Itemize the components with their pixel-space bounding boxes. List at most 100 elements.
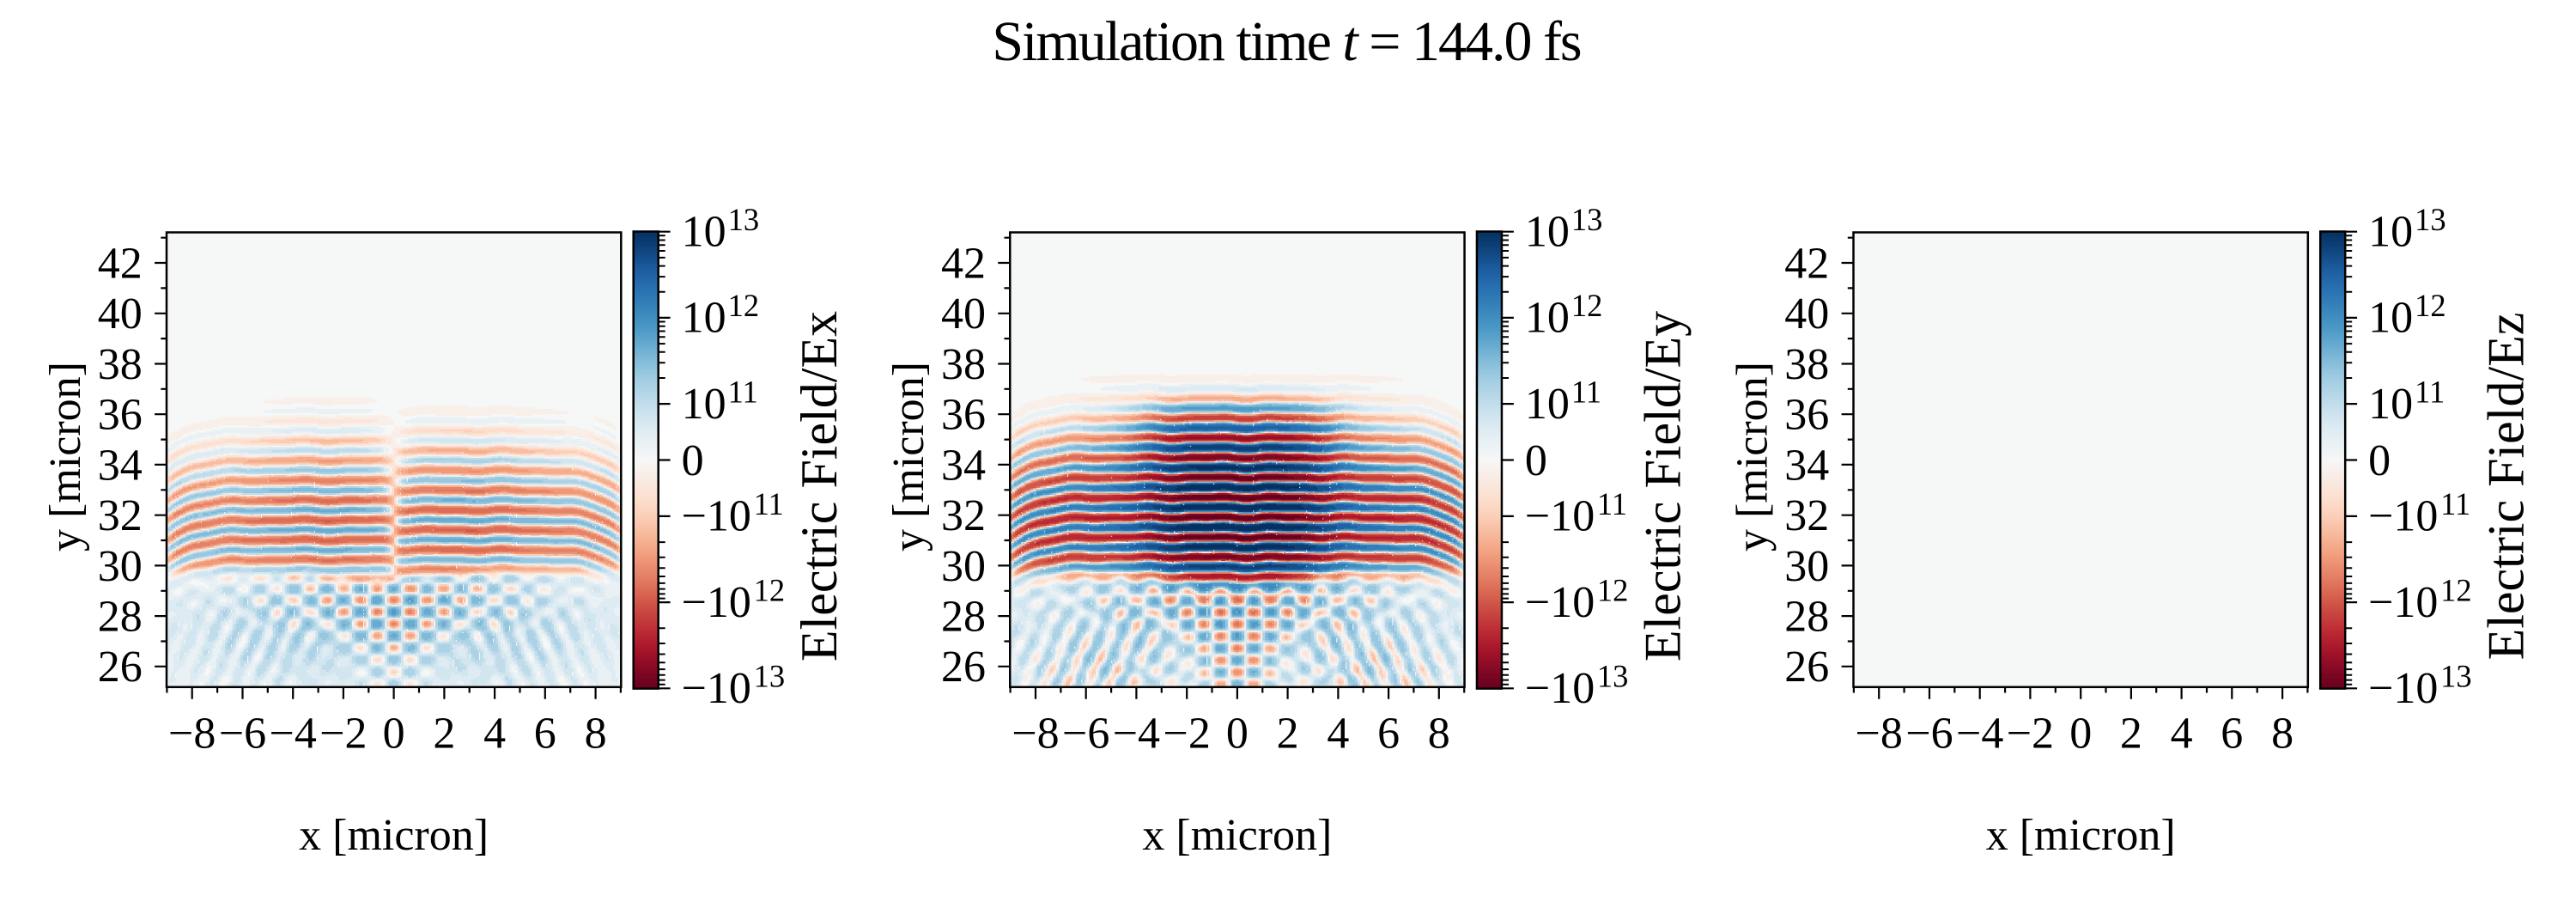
svg-text:36: 36: [941, 391, 986, 440]
svg-text:30: 30: [941, 542, 986, 591]
svg-text:x [micron]: x [micron]: [1986, 811, 2176, 860]
svg-text:34: 34: [941, 441, 986, 490]
svg-text:10: 10: [1525, 294, 1570, 343]
svg-text:10: 10: [682, 294, 726, 343]
svg-text:12: 12: [728, 288, 760, 323]
svg-text:0: 0: [1226, 710, 1249, 759]
svg-text:11: 11: [754, 486, 784, 521]
svg-text:−10: −10: [2368, 664, 2438, 713]
svg-text:Simulation time t = 144.0 fs: Simulation time t = 144.0 fs: [992, 10, 1581, 73]
svg-text:26: 26: [941, 643, 986, 692]
svg-text:30: 30: [1784, 542, 1829, 591]
svg-text:2: 2: [433, 710, 455, 759]
svg-text:13: 13: [728, 202, 760, 237]
svg-text:12: 12: [1597, 572, 1629, 607]
svg-text:−6: −6: [1905, 710, 1953, 759]
svg-text:0: 0: [383, 710, 405, 759]
svg-text:13: 13: [2415, 202, 2446, 237]
svg-text:13: 13: [1597, 659, 1629, 694]
svg-text:28: 28: [1784, 593, 1829, 642]
svg-text:32: 32: [941, 491, 986, 540]
svg-text:−10: −10: [682, 664, 751, 713]
svg-text:6: 6: [534, 710, 556, 759]
svg-text:−2: −2: [1163, 710, 1211, 759]
svg-text:Electric Field/Ex: Electric Field/Ex: [791, 311, 848, 661]
svg-text:11: 11: [728, 374, 758, 409]
svg-text:−4: −4: [1113, 710, 1160, 759]
svg-text:−10: −10: [1525, 578, 1595, 627]
svg-text:−10: −10: [682, 492, 751, 541]
svg-text:−10: −10: [2368, 492, 2438, 541]
svg-text:38: 38: [98, 340, 143, 389]
svg-text:−6: −6: [219, 710, 266, 759]
svg-text:Electric Field/Ey: Electric Field/Ey: [1635, 311, 1692, 661]
svg-text:−6: −6: [1062, 710, 1109, 759]
svg-text:10: 10: [1525, 380, 1570, 429]
svg-text:28: 28: [941, 593, 986, 642]
svg-text:26: 26: [98, 643, 143, 692]
svg-text:8: 8: [585, 710, 607, 759]
svg-text:12: 12: [1571, 288, 1603, 323]
svg-text:12: 12: [754, 572, 786, 607]
svg-text:0: 0: [2069, 710, 2092, 759]
svg-text:6: 6: [2221, 710, 2243, 759]
svg-text:2: 2: [1277, 710, 1299, 759]
svg-text:26: 26: [1784, 643, 1829, 692]
svg-text:13: 13: [1571, 202, 1603, 237]
svg-text:−2: −2: [2007, 710, 2054, 759]
svg-text:10: 10: [682, 380, 726, 429]
svg-text:34: 34: [1784, 441, 1829, 490]
svg-text:−10: −10: [1525, 492, 1595, 541]
svg-text:32: 32: [1784, 491, 1829, 540]
svg-text:40: 40: [98, 289, 143, 338]
svg-text:−8: −8: [168, 710, 216, 759]
svg-text:y [micron]: y [micron]: [41, 362, 90, 552]
svg-text:40: 40: [1784, 289, 1829, 338]
svg-text:−8: −8: [1856, 710, 1903, 759]
svg-text:10: 10: [682, 208, 726, 257]
svg-text:13: 13: [754, 659, 786, 694]
svg-text:Electric Field/Ez: Electric Field/Ez: [2478, 313, 2535, 661]
svg-text:8: 8: [2271, 710, 2293, 759]
svg-text:4: 4: [483, 710, 506, 759]
svg-text:11: 11: [1597, 486, 1627, 521]
svg-text:6: 6: [1377, 710, 1400, 759]
svg-text:10: 10: [2368, 208, 2413, 257]
svg-text:13: 13: [2440, 659, 2472, 694]
svg-text:−4: −4: [270, 710, 317, 759]
svg-text:34: 34: [98, 441, 143, 490]
svg-text:−4: −4: [1956, 710, 2003, 759]
svg-text:−2: −2: [319, 710, 367, 759]
svg-text:30: 30: [98, 542, 143, 591]
svg-text:42: 42: [1784, 239, 1829, 288]
svg-text:−10: −10: [2368, 578, 2438, 627]
svg-text:40: 40: [941, 289, 986, 338]
svg-text:y [micron]: y [micron]: [884, 362, 933, 552]
svg-text:4: 4: [1327, 710, 1349, 759]
svg-text:2: 2: [2120, 710, 2142, 759]
svg-text:42: 42: [941, 239, 986, 288]
svg-text:28: 28: [98, 593, 143, 642]
svg-text:4: 4: [2171, 710, 2193, 759]
svg-text:−10: −10: [1525, 664, 1595, 713]
svg-text:10: 10: [2368, 380, 2413, 429]
svg-text:32: 32: [98, 491, 143, 540]
svg-text:8: 8: [1428, 710, 1450, 759]
svg-text:38: 38: [941, 340, 986, 389]
svg-text:0: 0: [2368, 436, 2391, 485]
svg-text:12: 12: [2415, 288, 2446, 323]
svg-text:11: 11: [2415, 374, 2445, 409]
svg-text:x [micron]: x [micron]: [299, 811, 489, 860]
svg-text:10: 10: [2368, 294, 2413, 343]
svg-text:10: 10: [1525, 208, 1570, 257]
svg-text:−8: −8: [1012, 710, 1059, 759]
svg-text:0: 0: [682, 436, 704, 485]
svg-text:12: 12: [2440, 572, 2472, 607]
svg-text:38: 38: [1784, 340, 1829, 389]
svg-text:11: 11: [1571, 374, 1601, 409]
svg-text:−10: −10: [682, 578, 751, 627]
svg-text:y [micron]: y [micron]: [1728, 362, 1777, 552]
svg-text:x [micron]: x [micron]: [1142, 811, 1332, 860]
svg-text:42: 42: [98, 239, 143, 288]
svg-text:36: 36: [1784, 391, 1829, 440]
